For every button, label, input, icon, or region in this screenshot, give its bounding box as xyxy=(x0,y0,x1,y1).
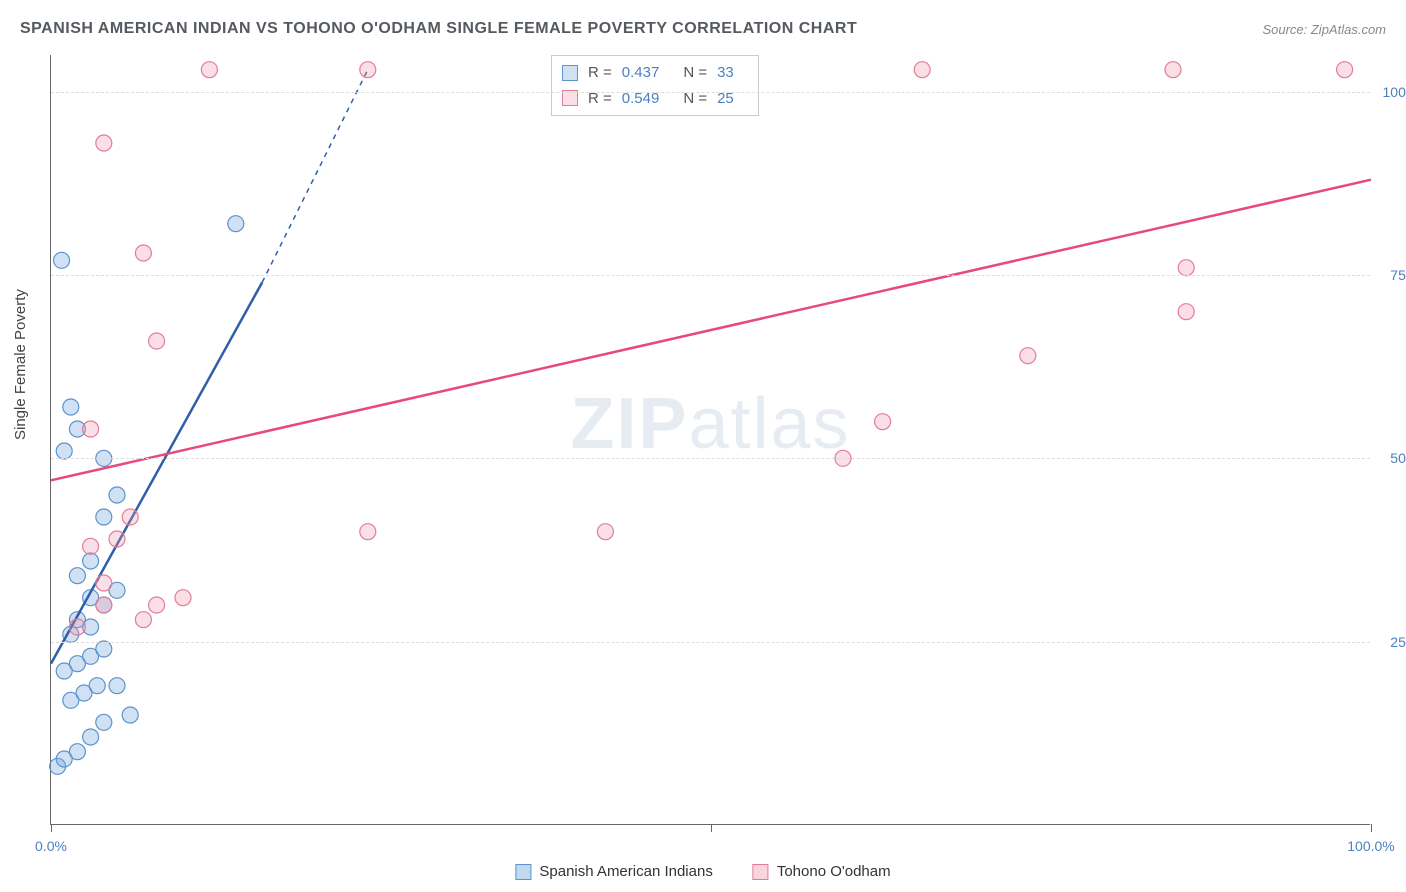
data-point xyxy=(109,531,125,547)
gridline xyxy=(51,275,1370,276)
chart-title: SPANISH AMERICAN INDIAN VS TOHONO O'ODHA… xyxy=(20,20,857,38)
x-tick xyxy=(51,824,52,832)
trend-line xyxy=(51,180,1371,481)
stats-legend-box: R = 0.437 N = 33 R = 0.549 N = 25 xyxy=(551,55,759,116)
chart-plot-area: ZIPatlas R = 0.437N = 33R = 0.549N = 25 … xyxy=(50,55,1370,825)
data-point xyxy=(96,597,112,613)
y-tick-label: 25.0% xyxy=(1375,634,1406,650)
data-point xyxy=(83,729,99,745)
data-point xyxy=(83,421,99,437)
y-tick-label: 75.0% xyxy=(1375,267,1406,283)
data-point xyxy=(122,509,138,525)
data-point xyxy=(96,641,112,657)
data-point xyxy=(96,575,112,591)
x-tick xyxy=(711,824,712,832)
data-point xyxy=(597,524,613,540)
r-value: 0.437 xyxy=(622,60,660,86)
data-point xyxy=(122,707,138,723)
n-label: N = xyxy=(683,86,707,112)
data-point xyxy=(109,487,125,503)
data-point xyxy=(360,62,376,78)
data-point xyxy=(63,399,79,415)
legend-swatch xyxy=(515,864,531,880)
data-point xyxy=(1020,348,1036,364)
data-point xyxy=(914,62,930,78)
y-tick-label: 50.0% xyxy=(1375,450,1406,466)
x-tick-label: 100.0% xyxy=(1347,838,1394,854)
gridline xyxy=(51,642,1370,643)
series-swatch xyxy=(562,65,578,81)
data-point xyxy=(1178,304,1194,320)
data-point xyxy=(149,333,165,349)
data-point xyxy=(96,509,112,525)
stats-row: R = 0.549 N = 25 xyxy=(562,86,748,112)
x-tick xyxy=(1371,824,1372,832)
y-tick-label: 100.0% xyxy=(1375,84,1406,100)
data-point xyxy=(89,678,105,694)
data-point xyxy=(96,714,112,730)
source-attribution: Source: ZipAtlas.com xyxy=(1262,22,1386,37)
data-point xyxy=(149,597,165,613)
stats-row: R = 0.437 N = 33 xyxy=(562,60,748,86)
r-label: R = xyxy=(588,60,612,86)
legend-item: Spanish American Indians xyxy=(515,863,712,880)
bottom-legend: Spanish American Indians Tohono O'odham xyxy=(515,863,890,880)
data-point xyxy=(96,135,112,151)
data-point xyxy=(69,568,85,584)
data-point xyxy=(56,443,72,459)
trend-line-extrapolated xyxy=(262,70,368,283)
data-point xyxy=(83,553,99,569)
data-point xyxy=(1178,260,1194,276)
data-point xyxy=(69,744,85,760)
data-point xyxy=(228,216,244,232)
n-label: N = xyxy=(683,60,707,86)
r-label: R = xyxy=(588,86,612,112)
data-point xyxy=(201,62,217,78)
legend-label: Spanish American Indians xyxy=(539,863,712,880)
legend-item: Tohono O'odham xyxy=(753,863,891,880)
data-point xyxy=(875,414,891,430)
data-point xyxy=(1165,62,1181,78)
legend-swatch xyxy=(753,864,769,880)
scatter-svg xyxy=(51,55,1370,824)
data-point xyxy=(109,678,125,694)
y-axis-label: Single Female Poverty xyxy=(12,289,29,440)
n-value: 25 xyxy=(717,86,734,112)
data-point xyxy=(135,612,151,628)
data-point xyxy=(1337,62,1353,78)
r-value: 0.549 xyxy=(622,86,660,112)
n-value: 33 xyxy=(717,60,734,86)
x-tick-label: 0.0% xyxy=(35,838,67,854)
legend-label: Tohono O'odham xyxy=(777,863,891,880)
data-point xyxy=(360,524,376,540)
data-point xyxy=(135,245,151,261)
data-point xyxy=(175,590,191,606)
data-point xyxy=(83,538,99,554)
gridline xyxy=(51,458,1370,459)
data-point xyxy=(54,252,70,268)
gridline xyxy=(51,92,1370,93)
data-point xyxy=(69,619,85,635)
